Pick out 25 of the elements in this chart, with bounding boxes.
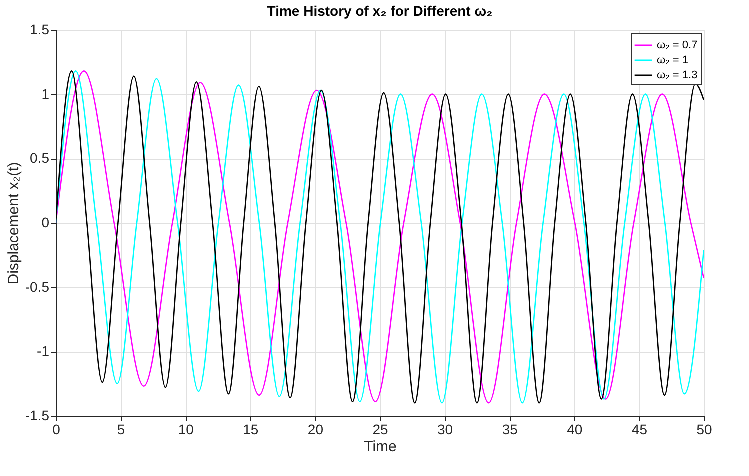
line-series	[56, 70, 704, 404]
legend-label: ω₂ = 0.7	[657, 40, 698, 52]
y-tick-label: 1.5	[30, 22, 50, 38]
x-tick-label: 15	[243, 422, 259, 438]
x-tick-label: 0	[52, 422, 61, 438]
y-tick-label: 1	[42, 86, 50, 102]
y-tick-label: 0.5	[30, 150, 50, 166]
x-tick-label: 10	[178, 422, 194, 438]
x-tick-label: 30	[438, 422, 454, 438]
x-tick-label: 20	[308, 422, 324, 438]
y-tick-label: -1	[37, 343, 50, 360]
legend-label: ω₂ = 1.3	[657, 70, 698, 82]
y-tick-label: -1.5	[25, 408, 50, 424]
x-axis-title: Time	[364, 438, 397, 456]
y-tick-label: 0	[42, 214, 50, 230]
x-tick-label: 40	[567, 422, 583, 438]
y-tick-label: -0.5	[25, 278, 50, 295]
y-axis-title: Displacement x₂(t)	[5, 162, 22, 285]
x-tick-label: 35	[502, 422, 518, 438]
legend-label: ω₂ = 1	[657, 54, 689, 66]
x-tick-label: 25	[372, 422, 388, 438]
chart-title: Time History of x₂ for Different ω₂	[267, 3, 493, 19]
x-tick-label: 50	[696, 422, 712, 438]
x-tick-label: 5	[117, 422, 126, 438]
x-tick-label: 45	[632, 422, 648, 438]
